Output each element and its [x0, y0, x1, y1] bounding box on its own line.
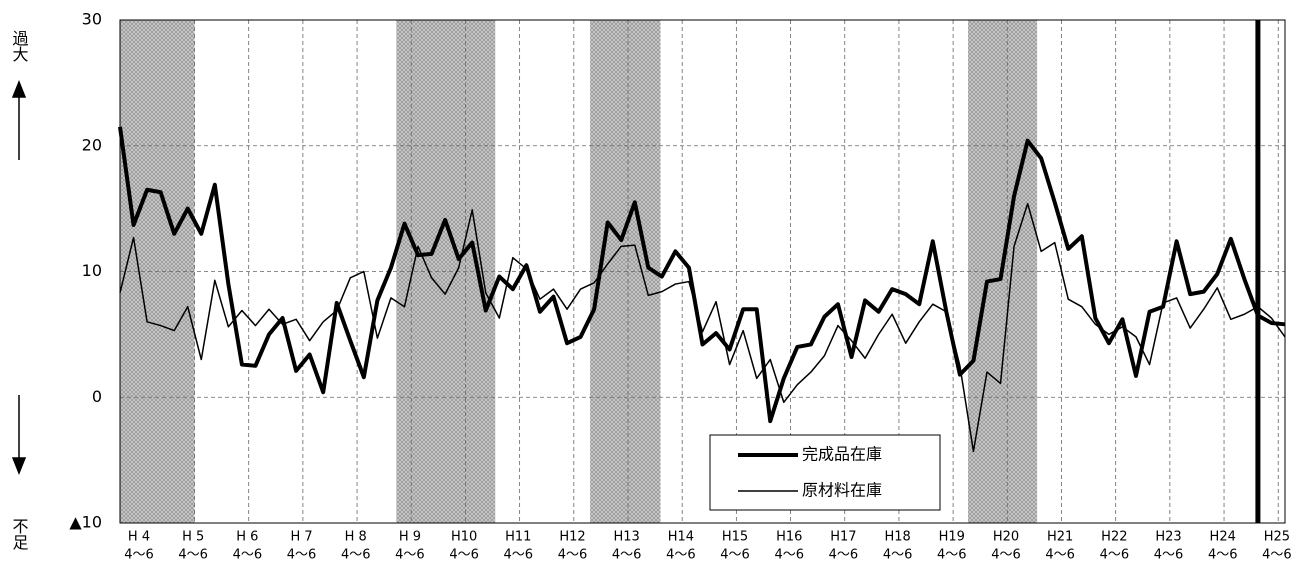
x-tick-label: H13: [614, 530, 640, 545]
x-tick-sublabel: 4～6: [612, 548, 642, 563]
y-tick-label: 30: [82, 10, 102, 29]
x-tick-sublabel: 4～6: [883, 548, 913, 563]
x-tick-sublabel: 4～6: [774, 548, 804, 563]
x-tick-sublabel: 4～6: [1262, 548, 1292, 563]
x-tick-label: H25: [1264, 530, 1290, 545]
series-line: [118, 126, 1286, 424]
y-tick-label: 20: [82, 135, 102, 154]
x-tick-label: H 5: [182, 530, 204, 545]
x-tick-sublabel: 4～6: [1208, 548, 1238, 563]
x-tick-label: H10: [451, 530, 477, 545]
y-top-label: 過大: [10, 30, 29, 62]
legend-box: [709, 434, 941, 511]
x-tick-label: H16: [776, 530, 802, 545]
x-tick-sublabel: 4～6: [720, 548, 750, 563]
x-tick-label: H12: [559, 530, 585, 545]
x-tick-label: H15: [722, 530, 748, 545]
x-tick-label: H 4: [128, 530, 150, 545]
series-line: [119, 202, 1286, 453]
x-tick-label: H 8: [345, 530, 367, 545]
x-tick-label: H22: [1101, 530, 1127, 545]
x-tick-sublabel: 4～6: [395, 548, 425, 563]
x-tick-sublabel: 4～6: [124, 548, 154, 563]
legend-label: 原材料在庫: [802, 481, 882, 500]
x-tick-sublabel: 4～6: [991, 548, 1021, 563]
legend-label: 完成品在庫: [802, 445, 882, 464]
x-tick-label: H11: [505, 530, 531, 545]
x-tick-label: H17: [830, 530, 856, 545]
x-tick-label: H20: [993, 530, 1019, 545]
x-tick-label: H 7: [290, 530, 312, 545]
y-tick-label: ▲10: [69, 513, 102, 532]
x-tick-sublabel: 4～6: [1100, 548, 1130, 563]
x-tick-sublabel: 4～6: [449, 548, 479, 563]
x-tick-label: H23: [1155, 530, 1181, 545]
x-tick-sublabel: 4～6: [666, 548, 696, 563]
x-tick-label: H18: [884, 530, 910, 545]
x-tick-label: H21: [1047, 530, 1073, 545]
x-tick-sublabel: 4～6: [1045, 548, 1075, 563]
y-tick-label: 10: [82, 261, 102, 280]
y-tick-label: 0: [92, 387, 102, 406]
x-tick-sublabel: 4～6: [233, 548, 263, 563]
x-tick-sublabel: 4～6: [1154, 548, 1184, 563]
x-tick-sublabel: 4～6: [504, 548, 534, 563]
plot-border: [119, 19, 1286, 524]
x-tick-sublabel: 4～6: [558, 548, 588, 563]
x-tick-sublabel: 4～6: [178, 548, 208, 563]
x-tick-label: H 6: [236, 530, 258, 545]
arrows: [11, 79, 27, 476]
x-tick-sublabel: 4～6: [829, 548, 859, 563]
x-tick-sublabel: 4～6: [287, 548, 317, 563]
x-tick-sublabel: 4～6: [937, 548, 967, 563]
x-tick-sublabel: 4～6: [341, 548, 371, 563]
x-tick-label: H19: [939, 530, 965, 545]
x-tick-label: H24: [1210, 530, 1236, 545]
x-tick-label: H14: [668, 530, 694, 545]
y-bottom-label: 不足: [10, 518, 29, 550]
x-tick-label: H 9: [399, 530, 421, 545]
